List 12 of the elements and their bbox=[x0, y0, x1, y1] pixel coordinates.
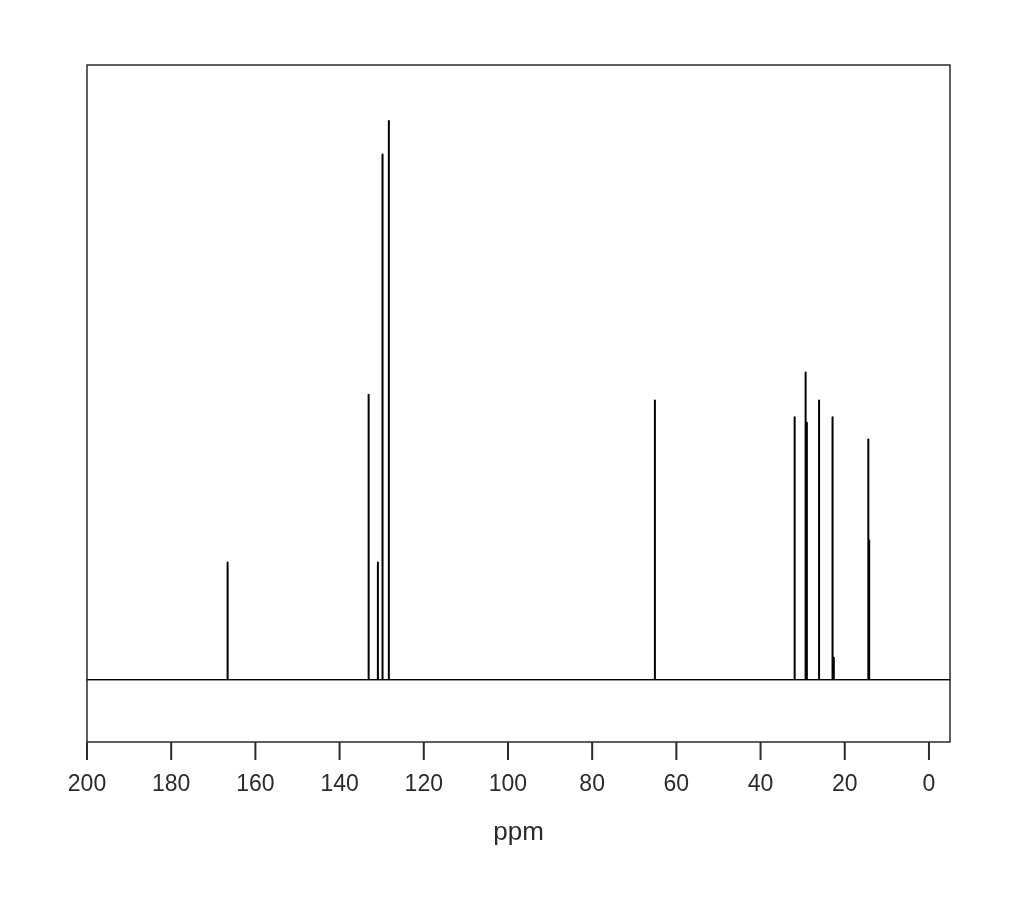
x-tick-label: 60 bbox=[663, 770, 690, 797]
x-tick-label: 80 bbox=[579, 770, 605, 797]
x-tick-label: 160 bbox=[236, 770, 275, 797]
x-tick-label: 0 bbox=[922, 770, 936, 797]
x-tick-label: 180 bbox=[152, 770, 191, 797]
x-tick-label: 100 bbox=[488, 770, 528, 797]
x-tick-label: 120 bbox=[404, 770, 443, 797]
x-tick-label: 200 bbox=[67, 770, 107, 797]
x-tick-label: 20 bbox=[831, 770, 858, 797]
x-axis-title: ppm bbox=[493, 815, 544, 846]
x-tick-label: 40 bbox=[747, 770, 774, 797]
x-tick-label: 140 bbox=[320, 770, 359, 797]
